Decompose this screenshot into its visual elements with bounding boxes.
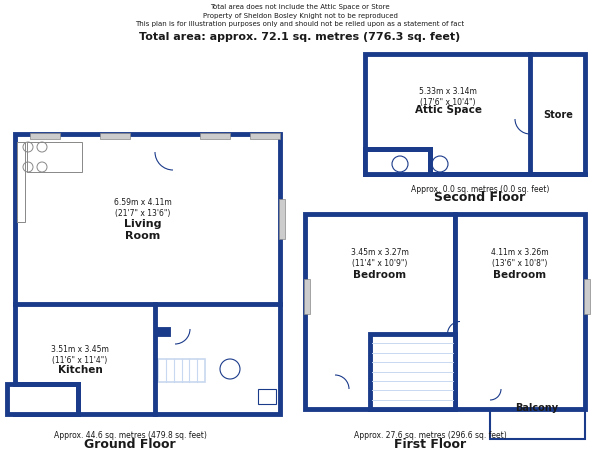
Bar (365, 55, 585, 175)
Bar (304, 279, 310, 314)
Circle shape (392, 156, 408, 173)
Text: Store: Store (543, 110, 573, 120)
Text: 4.11m x 3.26m
(13'6" x 10'8"): 4.11m x 3.26m (13'6" x 10'8") (491, 248, 549, 267)
Circle shape (432, 156, 448, 173)
Bar (250, 134, 280, 140)
Text: Approx. 0.0 sq. metres (0.0 sq. feet): Approx. 0.0 sq. metres (0.0 sq. feet) (411, 185, 549, 194)
Text: 3.51m x 3.45m
(11'6" x 11'4"): 3.51m x 3.45m (11'6" x 11'4") (51, 344, 109, 364)
Text: Balcony: Balcony (515, 402, 559, 412)
Text: Total area does not include the Attic Space or Store: Total area does not include the Attic Sp… (210, 4, 390, 10)
Bar (258, 389, 276, 404)
Text: Total area: approx. 72.1 sq. metres (776.3 sq. feet): Total area: approx. 72.1 sq. metres (776… (139, 32, 461, 42)
Bar (279, 200, 285, 239)
Circle shape (220, 359, 240, 379)
Text: Property of Sheldon Bosley Knight not to be reproduced: Property of Sheldon Bosley Knight not to… (203, 13, 397, 19)
Bar (15, 135, 280, 414)
Bar (370, 334, 455, 409)
Bar (305, 214, 455, 409)
Bar (100, 134, 130, 140)
Text: Kitchen: Kitchen (58, 364, 103, 374)
Text: Second Floor: Second Floor (434, 191, 526, 204)
Text: 5.33m x 3.14m
(17'6" x 10'4"): 5.33m x 3.14m (17'6" x 10'4") (419, 87, 477, 106)
Text: 3.45m x 3.27m
(11'4" x 10'9"): 3.45m x 3.27m (11'4" x 10'9") (351, 248, 409, 267)
Bar (17, 143, 25, 223)
Bar (490, 369, 585, 439)
Bar (30, 134, 60, 140)
Text: Attic Space: Attic Space (415, 105, 482, 115)
Bar (156, 329, 168, 334)
Text: Living
Room: Living Room (124, 219, 162, 240)
Text: Bedroom: Bedroom (353, 269, 407, 279)
Text: Approx. 44.6 sq. metres (479.8 sq. feet): Approx. 44.6 sq. metres (479.8 sq. feet) (53, 431, 206, 439)
Text: Ground Floor: Ground Floor (84, 438, 176, 450)
Bar (365, 150, 430, 175)
Text: Bedroom: Bedroom (493, 269, 547, 279)
Bar (158, 359, 205, 382)
Text: 6.59m x 4.11m
(21'7" x 13'6"): 6.59m x 4.11m (21'7" x 13'6") (114, 198, 172, 217)
Bar (27, 143, 82, 173)
Bar (200, 134, 230, 140)
Bar (455, 214, 585, 409)
Bar (7, 384, 78, 414)
Text: Approx. 27.6 sq. metres (296.6 sq. feet): Approx. 27.6 sq. metres (296.6 sq. feet) (353, 431, 506, 439)
Bar (584, 279, 590, 314)
Text: This plan is for illustration purposes only and should not be relied upon as a s: This plan is for illustration purposes o… (136, 21, 464, 27)
Text: First Floor: First Floor (394, 438, 466, 450)
